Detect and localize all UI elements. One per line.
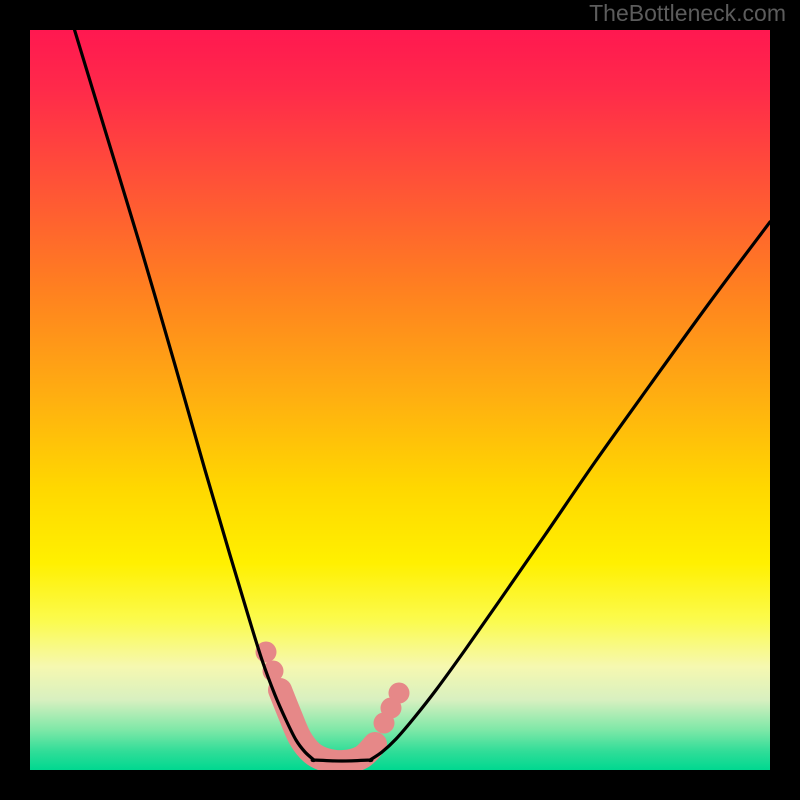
bottleneck-chart bbox=[0, 0, 800, 800]
salmon-blob-right-2 bbox=[389, 683, 410, 704]
watermark-text: TheBottleneck.com bbox=[589, 0, 786, 27]
gradient-background bbox=[30, 30, 770, 770]
